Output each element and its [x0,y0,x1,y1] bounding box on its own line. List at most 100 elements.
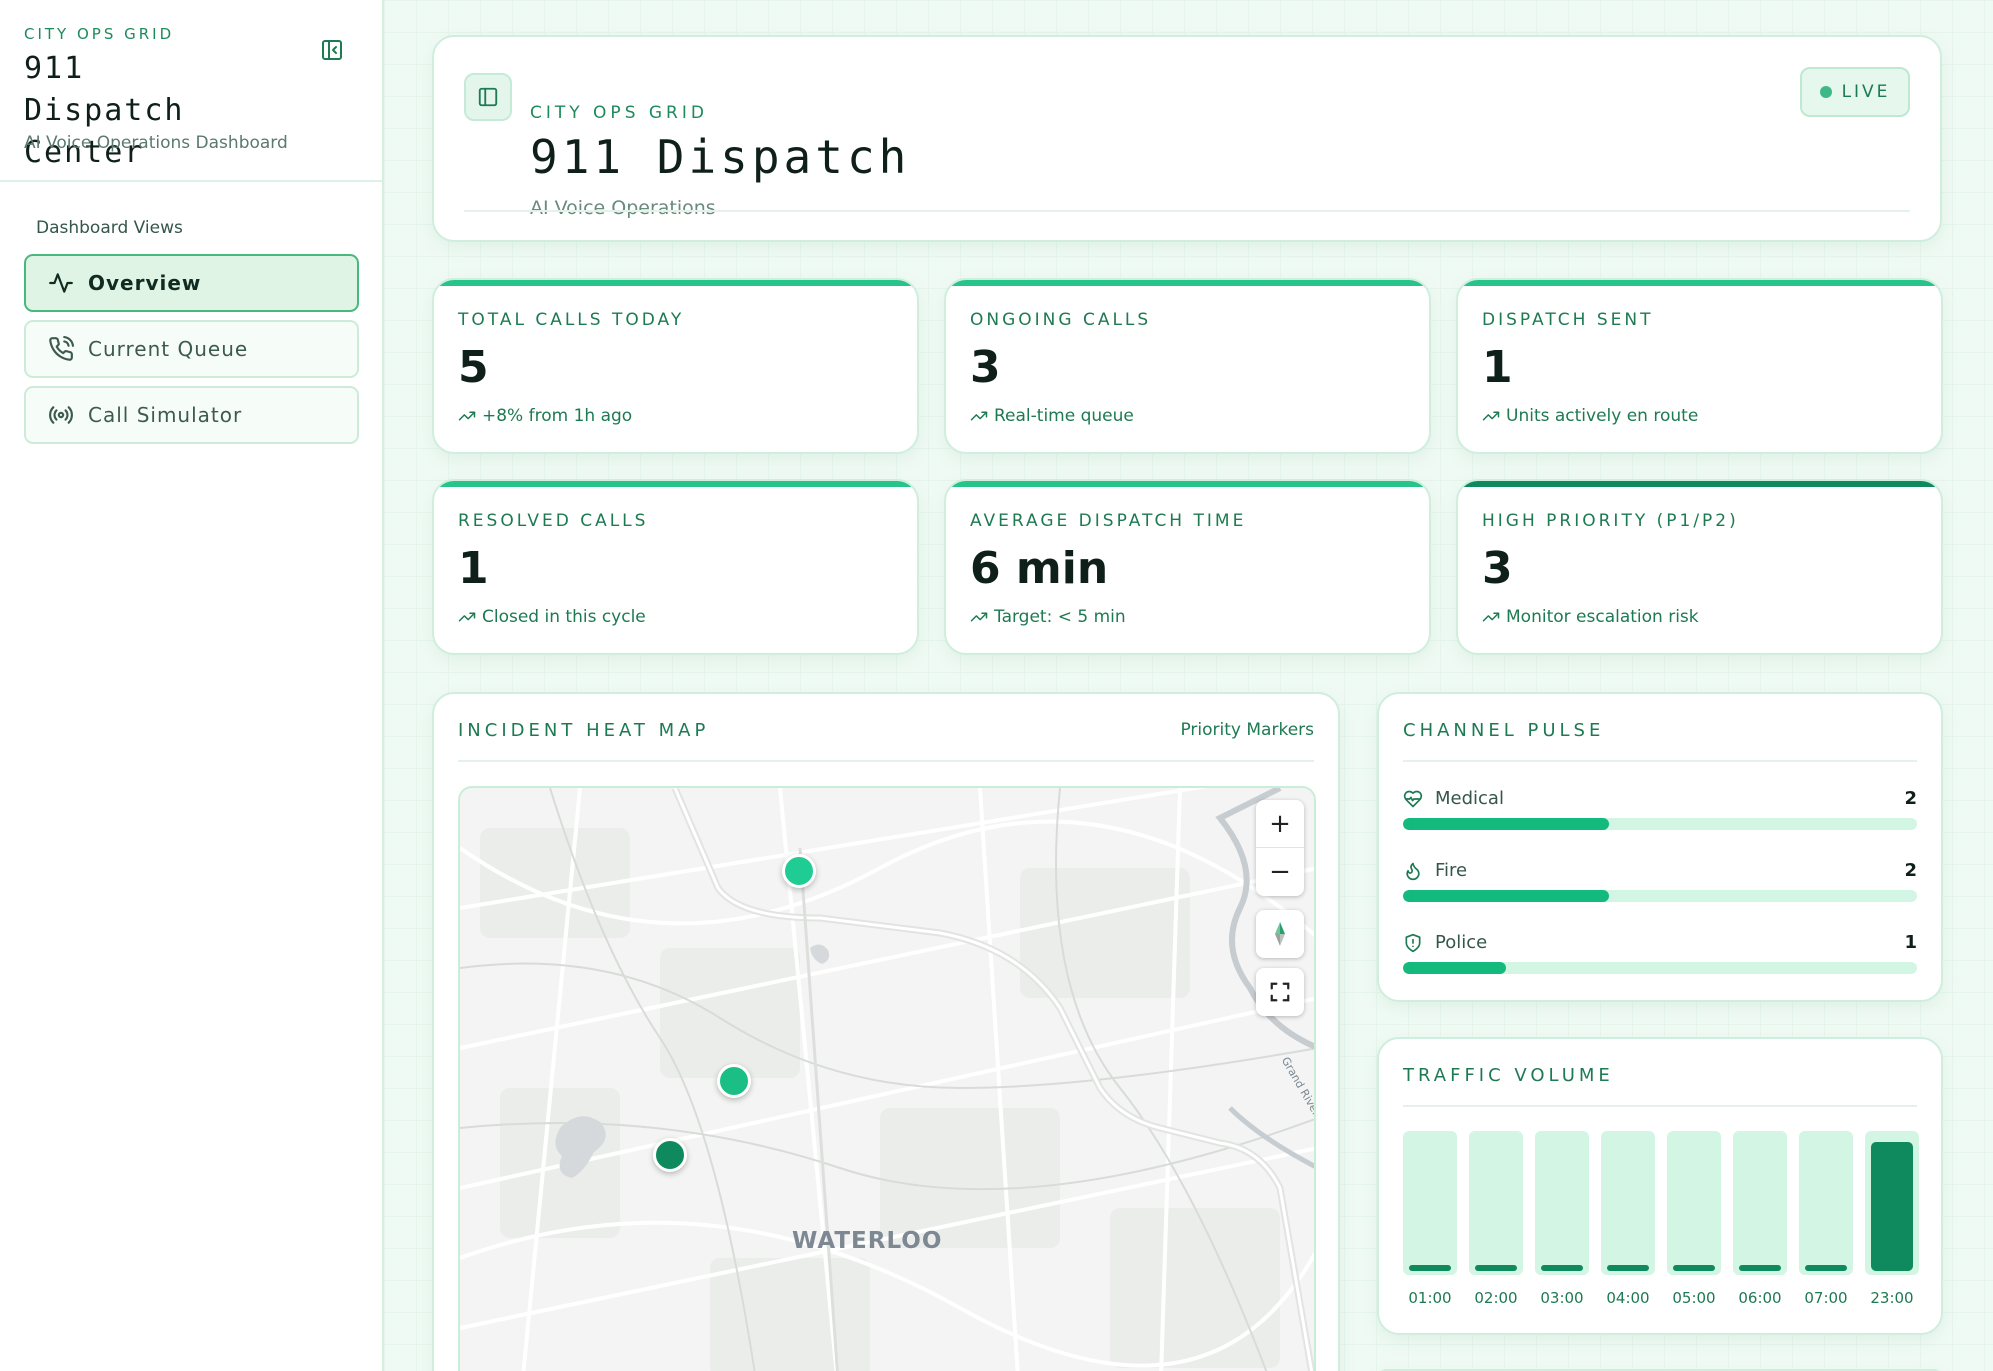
stat-card-average-dispatch-time: AVERAGE DISPATCH TIME 6 min Target: < 5 … [944,479,1431,655]
live-status-label: LIVE [1841,82,1891,102]
traffic-hour-label: 01:00 [1408,1289,1452,1307]
activity-icon [49,273,73,293]
stat-card-dispatch-sent: DISPATCH SENT 1 Units actively en route [1456,278,1943,454]
trending-up-icon [458,411,476,421]
traffic-bar-column: 03:00 [1535,1131,1589,1311]
traffic-hour-label: 06:00 [1738,1289,1782,1307]
channel-pulse-card: CHANNEL PULSE Medical 2 Fire 2 [1377,692,1943,1002]
stat-note-text: Units actively en route [1506,406,1699,426]
stat-note: Target: < 5 min [970,607,1126,627]
stat-label: TOTAL CALLS TODAY [458,310,685,330]
trending-up-icon [970,612,988,622]
stat-note-text: +8% from 1h ago [482,406,633,426]
main-content: CITY OPS GRID 911 Dispatch AI Voice Oper… [384,0,1993,1371]
sidebar-item-call-simulator[interactable]: Call Simulator [24,386,359,444]
traffic-volume-divider [1403,1105,1917,1107]
map-streets [460,788,1314,1371]
stat-note: Real-time queue [970,406,1134,426]
city-label: WATERLOO [792,1228,943,1254]
traffic-bar-fill [1805,1265,1847,1271]
stat-label: HIGH PRIORITY (P1/P2) [1482,511,1739,531]
channel-pulse-title: CHANNEL PULSE [1403,720,1605,741]
traffic-bar-column: 06:00 [1733,1131,1787,1311]
stat-note-text: Monitor escalation risk [1506,607,1699,627]
traffic-hour-label: 07:00 [1804,1289,1848,1307]
stat-note: Monitor escalation risk [1482,607,1699,627]
channel-fill [1403,962,1506,974]
channel-fill [1403,818,1609,830]
traffic-bar-track [1601,1131,1655,1275]
heart-pulse-icon [1403,790,1423,807]
fullscreen-button[interactable] [1256,968,1304,1016]
stat-card-resolved-calls: RESOLVED CALLS 1 Closed in this cycle [432,479,919,655]
header-eyebrow: CITY OPS GRID [530,103,708,123]
map-canvas[interactable]: Grand River WATERLOO + − [458,786,1316,1371]
map-title: INCIDENT HEAT MAP [458,720,710,741]
stat-value: 1 [458,543,489,594]
stat-accent-bar [946,481,1429,487]
stat-accent-bar [946,280,1429,286]
sidebar-collapse-icon[interactable] [320,38,344,62]
stat-value: 3 [1482,543,1513,594]
stat-note: Closed in this cycle [458,607,646,627]
traffic-bar-track [1865,1131,1919,1275]
incident-marker[interactable] [653,1138,687,1172]
traffic-bar-fill [1673,1265,1715,1271]
traffic-hour-label: 23:00 [1870,1289,1914,1307]
trending-up-icon [1482,411,1500,421]
stat-accent-bar [1458,481,1941,487]
sidebar-subtitle: AI Voice Operations Dashboard [24,133,288,153]
sidebar-item-label: Current Queue [88,337,249,361]
trending-up-icon [458,612,476,622]
traffic-bar-track [1799,1131,1853,1275]
stat-label: RESOLVED CALLS [458,511,649,531]
sidebar-item-current-queue[interactable]: Current Queue [24,320,359,378]
sidebar-item-overview[interactable]: Overview [24,254,359,312]
traffic-bar-track [1667,1131,1721,1275]
channel-fill [1403,890,1609,902]
channel-pulse-divider [1403,760,1917,762]
traffic-hour-label: 05:00 [1672,1289,1716,1307]
header-card: CITY OPS GRID 911 Dispatch AI Voice Oper… [432,35,1942,242]
zoom-in-button[interactable]: + [1256,800,1304,848]
stat-accent-bar [1458,280,1941,286]
incident-heat-map-card: INCIDENT HEAT MAP Priority Markers [432,692,1340,1371]
zoom-out-button[interactable]: − [1269,857,1291,887]
stat-value: 6 min [970,543,1109,594]
incident-marker[interactable] [717,1064,751,1098]
zoom-controls: + − [1256,800,1304,896]
stat-card-total-calls: TOTAL CALLS TODAY 5 +8% from 1h ago [432,278,919,454]
flame-icon [1406,862,1420,880]
compass-button[interactable] [1256,910,1304,958]
priority-markers-label: Priority Markers [1180,720,1314,740]
stat-note-text: Closed in this cycle [482,607,646,627]
sidebar-item-label: Overview [88,271,202,295]
traffic-volume-title: TRAFFIC VOLUME [1403,1065,1614,1086]
stat-note: Units actively en route [1482,406,1698,426]
stat-accent-bar [434,481,917,487]
page-subtitle: AI Voice Operations [530,197,716,219]
traffic-bar-track [1469,1131,1523,1275]
channel-name: Medical [1435,788,1504,809]
channel-track [1403,962,1917,974]
incident-marker[interactable] [782,854,816,888]
channel-row-police: Police 1 [1403,932,1917,992]
traffic-bar-column: 23:00 [1865,1131,1919,1311]
shield-icon [1405,933,1421,952]
stat-note: +8% from 1h ago [458,406,632,426]
channel-count: 1 [1904,932,1917,953]
channel-count: 2 [1904,860,1917,881]
sidebar-section-label: Dashboard Views [36,218,183,238]
traffic-bars: 01:00 02:00 03:00 04:00 05:00 06:00 07:00 23:00 [1403,1131,1919,1311]
traffic-bar-track [1403,1131,1457,1275]
channel-row-medical: Medical 2 [1403,788,1917,848]
channel-name: Fire [1435,860,1468,881]
trending-up-icon [1482,612,1500,622]
panel-toggle-button[interactable] [464,73,512,121]
traffic-bar-fill [1871,1142,1913,1271]
stat-label: DISPATCH SENT [1482,310,1654,330]
traffic-bar-column: 04:00 [1601,1131,1655,1311]
stat-card-ongoing-calls: ONGOING CALLS 3 Real-time queue [944,278,1431,454]
stat-accent-bar [434,280,917,286]
traffic-bar-column: 05:00 [1667,1131,1721,1311]
